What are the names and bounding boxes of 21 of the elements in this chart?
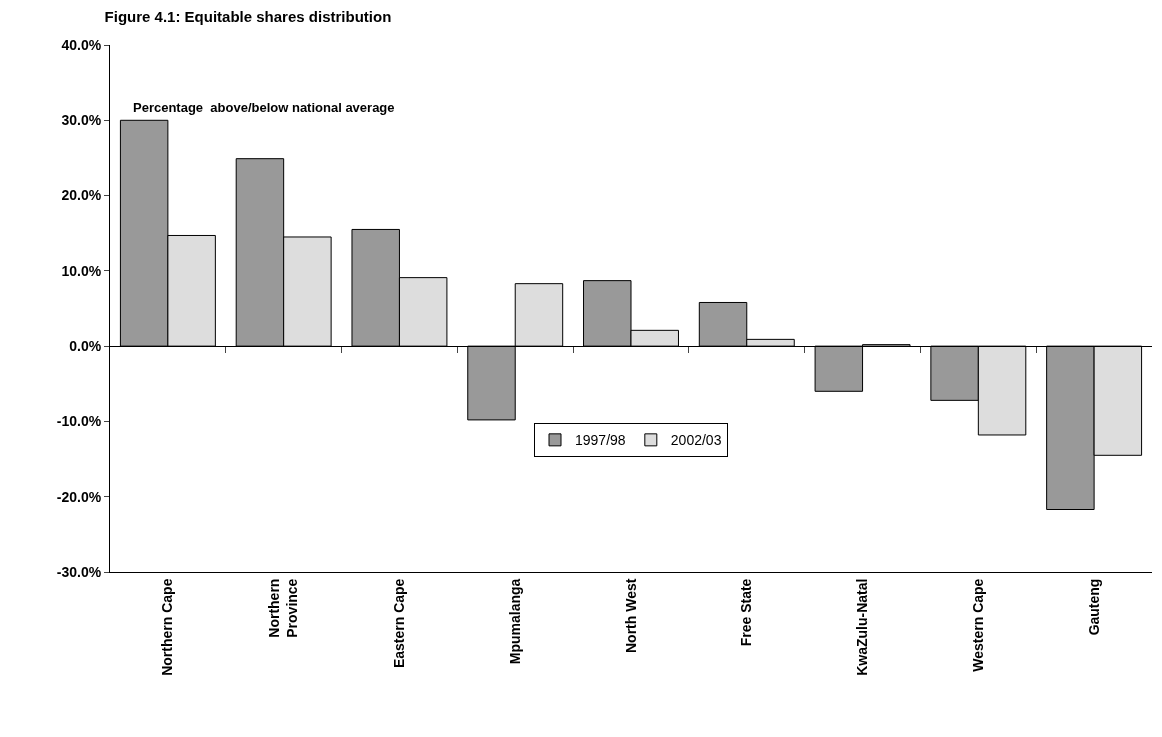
y-tick-label: 20.0% (61, 187, 102, 204)
y-tick-label: 40.0% (61, 36, 102, 53)
x-tick-label: Northern Cape (159, 578, 176, 676)
x-tick-label: KwaZulu-Natal (854, 578, 871, 676)
y-tick-label: -10.0% (56, 413, 102, 430)
x-tick-label: North West (622, 578, 639, 654)
x-tick-label: Mpumalanga (506, 578, 523, 665)
legend-label: 2002/03 (670, 432, 722, 449)
y-tick-label: -20.0% (56, 488, 102, 505)
y-tick-label: 10.0% (61, 262, 102, 279)
y-tick-label: -30.0% (56, 563, 102, 580)
x-tick-label: Eastern Cape (390, 578, 407, 669)
y-tick-label: 30.0% (61, 112, 102, 129)
legend-label: 1997/98 (575, 432, 626, 449)
x-tick-label: Gauteng (1085, 578, 1102, 636)
x-tick-label: Western Cape (969, 578, 986, 672)
x-tick-label: Free State (738, 578, 755, 647)
chart-title: Figure 4.1: Equitable shares distribution (104, 7, 392, 25)
annotation: Percentage above/below national average (133, 100, 395, 115)
x-tick-label: Northern Province (266, 578, 301, 638)
y-tick-label: 0.0% (69, 338, 102, 355)
